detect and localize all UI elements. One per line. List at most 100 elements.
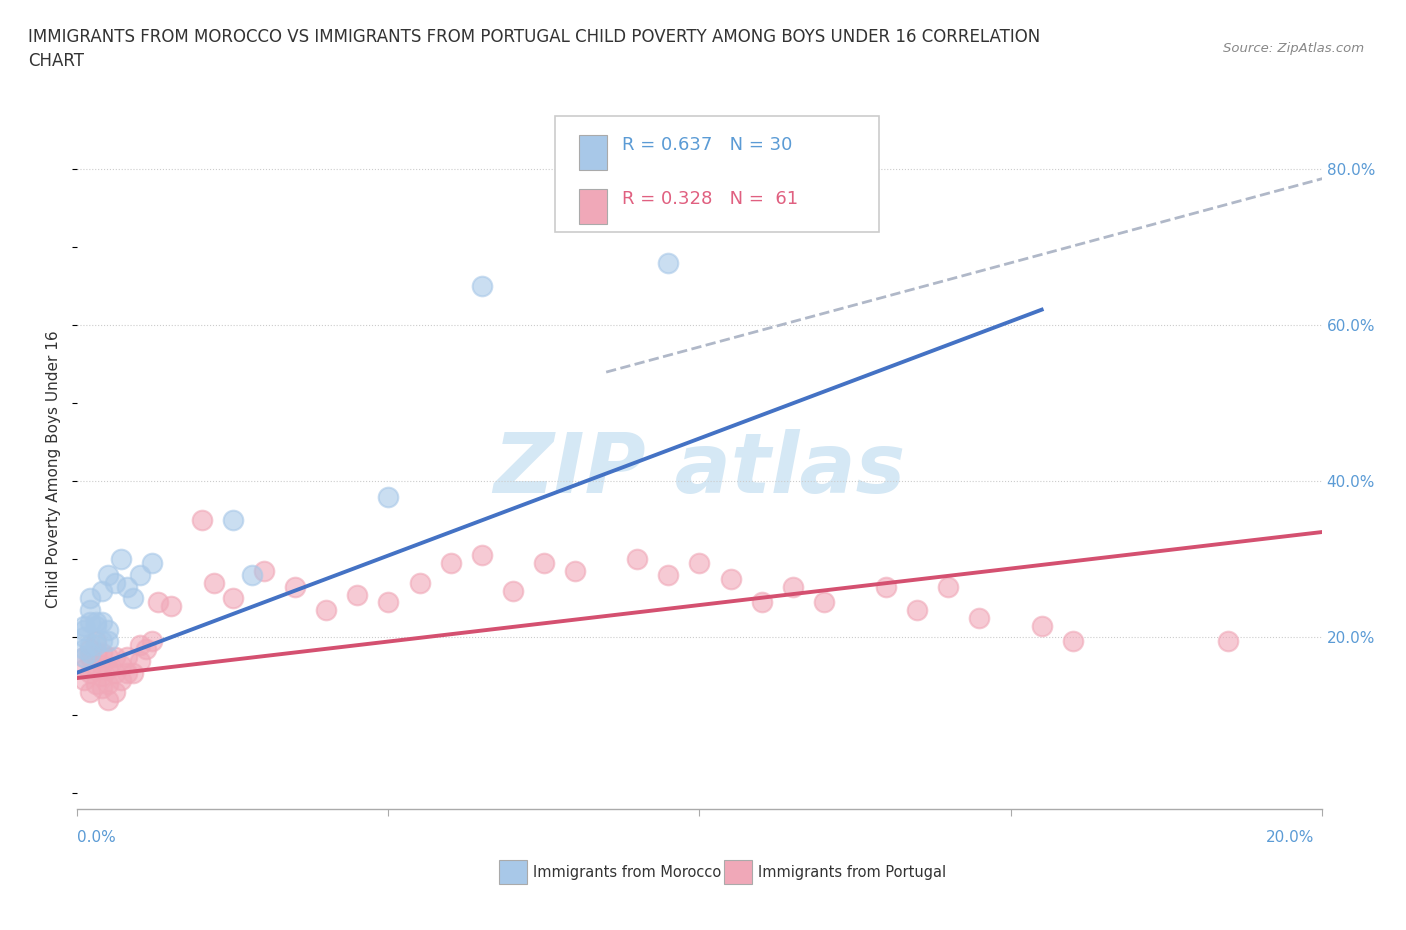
Point (969, 610, 991, 625)
Point (253, 564, 276, 578)
Y-axis label: Child Poverty Among Boys Under 16: Child Poverty Among Boys Under 16 (46, 331, 62, 608)
Point (148, 595, 170, 610)
Point (115, 649, 138, 664)
Point (564, 564, 586, 578)
Point (79, 638, 101, 653)
Point (97, 634, 120, 649)
Text: Immigrants from Portugal: Immigrants from Portugal (758, 865, 946, 880)
Point (141, 634, 163, 649)
Point (79, 684, 101, 699)
Point (97, 661, 120, 676)
Point (938, 579, 960, 594)
Point (104, 684, 127, 699)
Point (104, 576, 127, 591)
Point (377, 489, 399, 504)
Point (1218, 634, 1240, 649)
Point (284, 579, 307, 594)
Point (79, 642, 101, 657)
Point (84, 677, 107, 692)
Point (471, 548, 494, 563)
Point (97, 622, 120, 637)
Point (72, 642, 94, 657)
Point (122, 665, 145, 680)
Point (1062, 634, 1084, 649)
Text: ZIP atlas: ZIP atlas (494, 429, 905, 511)
Point (97, 677, 120, 692)
Point (110, 551, 132, 566)
Point (104, 649, 127, 664)
Point (72, 661, 94, 676)
Point (72, 630, 94, 644)
Point (222, 591, 245, 605)
Point (782, 579, 804, 594)
Text: Immigrants from Morocco: Immigrants from Morocco (533, 865, 721, 880)
Point (471, 279, 494, 294)
Point (91, 583, 114, 598)
Point (626, 551, 648, 566)
Point (84, 634, 107, 649)
Point (657, 567, 679, 582)
Point (104, 665, 127, 680)
Point (408, 576, 430, 591)
Point (97, 693, 120, 708)
Point (79, 649, 101, 664)
Text: IMMIGRANTS FROM MOROCCO VS IMMIGRANTS FROM PORTUGAL CHILD POVERTY AMONG BOYS UND: IMMIGRANTS FROM MOROCCO VS IMMIGRANTS FR… (28, 28, 1040, 70)
Point (72, 622, 94, 637)
Point (91, 658, 114, 672)
Point (875, 579, 897, 594)
Point (502, 583, 524, 598)
Point (689, 556, 711, 571)
Point (79, 645, 101, 660)
Point (122, 591, 145, 605)
Point (84, 618, 107, 633)
Point (97, 567, 120, 582)
Point (91, 634, 114, 649)
Point (191, 513, 214, 528)
Point (377, 595, 399, 610)
Point (91, 645, 114, 660)
Point (84, 615, 107, 630)
Text: R = 0.328   N =  61: R = 0.328 N = 61 (621, 191, 799, 208)
Point (315, 603, 337, 618)
Point (905, 603, 928, 618)
Point (115, 665, 138, 680)
Point (128, 638, 150, 653)
Point (79, 591, 101, 605)
Point (141, 556, 163, 571)
Point (240, 567, 263, 582)
Point (159, 599, 181, 614)
Point (91, 615, 114, 630)
Point (128, 567, 150, 582)
Point (346, 587, 368, 602)
Point (440, 556, 463, 571)
Point (97, 649, 120, 664)
Text: 20.0%: 20.0% (1267, 830, 1315, 844)
Point (222, 513, 245, 528)
Point (657, 256, 679, 271)
Point (79, 603, 101, 618)
Point (202, 576, 225, 591)
Point (91, 681, 114, 696)
Point (72, 649, 94, 664)
Point (84, 638, 107, 653)
Point (72, 673, 94, 688)
Text: Source: ZipAtlas.com: Source: ZipAtlas.com (1223, 42, 1364, 55)
Point (128, 654, 150, 669)
Point (813, 595, 835, 610)
Point (84, 661, 107, 676)
Point (110, 658, 132, 672)
Point (115, 579, 138, 594)
Text: R = 0.637   N = 30: R = 0.637 N = 30 (621, 137, 793, 154)
Point (79, 615, 101, 630)
Point (91, 669, 114, 684)
Point (1031, 618, 1053, 633)
Point (72, 649, 94, 664)
Point (533, 556, 555, 571)
Point (79, 665, 101, 680)
Point (110, 673, 132, 688)
Point (72, 618, 94, 633)
Point (84, 645, 107, 660)
Text: 0.0%: 0.0% (77, 830, 117, 844)
Point (751, 595, 773, 610)
Point (720, 571, 742, 586)
